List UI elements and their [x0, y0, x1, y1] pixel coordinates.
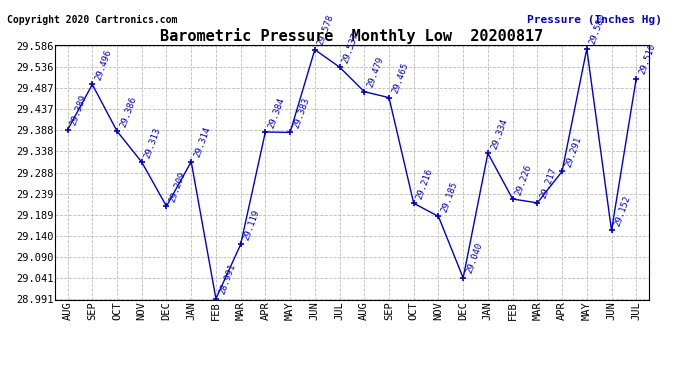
Text: 29.040: 29.040 [464, 242, 484, 275]
Text: 29.291: 29.291 [564, 135, 583, 169]
Title: Barometric Pressure  Monthly Low  20200817: Barometric Pressure Monthly Low 20200817 [160, 28, 544, 44]
Text: 29.496: 29.496 [94, 48, 113, 82]
Text: 29.226: 29.226 [514, 163, 533, 196]
Text: 29.384: 29.384 [267, 96, 286, 129]
Text: 29.386: 29.386 [119, 95, 138, 128]
Text: 29.389: 29.389 [69, 94, 88, 127]
Text: 29.152: 29.152 [613, 194, 633, 228]
Text: 29.383: 29.383 [291, 96, 311, 130]
Text: Copyright 2020 Cartronics.com: Copyright 2020 Cartronics.com [7, 15, 177, 25]
Text: 29.119: 29.119 [242, 208, 262, 242]
Text: 29.314: 29.314 [193, 126, 212, 159]
Text: 29.479: 29.479 [366, 56, 385, 89]
Text: 29.537: 29.537 [341, 31, 360, 64]
Text: 29.510: 29.510 [638, 42, 657, 76]
Text: 29.185: 29.185 [440, 180, 460, 214]
Text: 29.578: 29.578 [316, 13, 336, 47]
Text: 29.580: 29.580 [588, 13, 608, 46]
Text: 29.216: 29.216 [415, 167, 435, 201]
Text: 29.313: 29.313 [143, 126, 163, 159]
Text: Pressure (Inches Hg): Pressure (Inches Hg) [527, 15, 662, 25]
Text: 29.209: 29.209 [168, 170, 188, 204]
Text: 29.334: 29.334 [489, 117, 509, 150]
Text: 29.465: 29.465 [391, 62, 410, 95]
Text: 28.991: 28.991 [217, 262, 237, 296]
Text: 29.217: 29.217 [539, 166, 558, 200]
